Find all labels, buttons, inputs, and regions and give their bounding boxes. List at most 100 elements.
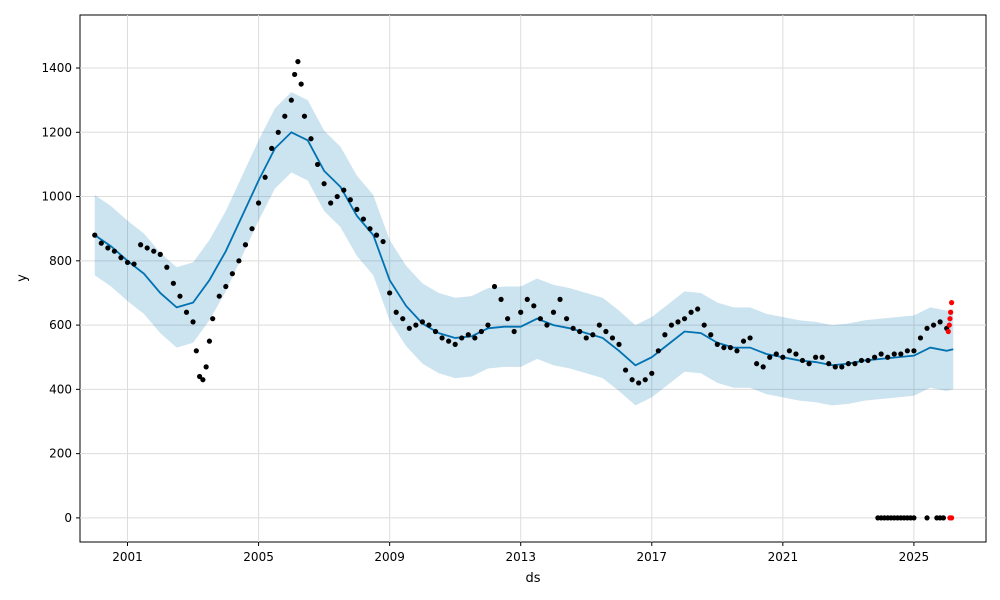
observed-point bbox=[360, 216, 367, 222]
observed-point bbox=[570, 325, 576, 331]
observed-points bbox=[92, 58, 950, 521]
observed-point bbox=[295, 58, 301, 65]
observed-point bbox=[432, 328, 439, 335]
anomaly-point bbox=[947, 316, 953, 322]
observed-point bbox=[577, 328, 583, 335]
observed-point bbox=[151, 248, 157, 254]
y-tick-label: 0 bbox=[64, 511, 72, 525]
observed-point bbox=[858, 357, 865, 364]
observed-point bbox=[419, 319, 426, 325]
observed-point bbox=[708, 332, 714, 338]
uncertainty-band bbox=[94, 92, 954, 406]
observed-point bbox=[609, 335, 616, 341]
x-tick-label: 2009 bbox=[374, 550, 405, 564]
observed-point bbox=[138, 242, 144, 248]
observed-point bbox=[616, 341, 622, 347]
observed-point bbox=[681, 316, 688, 322]
observed-point bbox=[193, 348, 199, 354]
observed-point bbox=[649, 370, 655, 376]
y-tick-label: 400 bbox=[49, 382, 72, 396]
observed-point bbox=[940, 515, 947, 521]
y-tick-label: 800 bbox=[49, 254, 72, 268]
observed-point bbox=[387, 290, 393, 296]
y-axis-label: y bbox=[15, 274, 30, 282]
observed-point bbox=[799, 357, 806, 364]
anomaly-point bbox=[946, 322, 952, 328]
observed-point bbox=[668, 322, 675, 328]
observed-point bbox=[321, 181, 327, 187]
observed-point bbox=[452, 341, 458, 347]
y-tick-label: 600 bbox=[49, 318, 72, 332]
plot-area bbox=[79, 14, 987, 543]
forecast-line bbox=[94, 131, 954, 367]
grid-lines bbox=[80, 15, 986, 542]
observed-point bbox=[288, 97, 294, 103]
observed-point bbox=[196, 373, 203, 380]
observed-point bbox=[269, 145, 275, 151]
observed-point bbox=[144, 245, 150, 251]
y-tick-label: 1000 bbox=[41, 190, 72, 204]
observed-point bbox=[911, 515, 917, 521]
observed-point bbox=[924, 325, 930, 331]
observed-point bbox=[124, 259, 131, 266]
observed-point bbox=[177, 293, 183, 299]
observed-point bbox=[590, 332, 596, 338]
y-tick-label: 1400 bbox=[41, 61, 72, 75]
observed-point bbox=[642, 377, 648, 383]
observed-point bbox=[550, 309, 557, 315]
observed-point bbox=[223, 283, 229, 290]
observed-point bbox=[675, 319, 681, 325]
observed-point bbox=[688, 309, 694, 315]
anomaly-point bbox=[948, 309, 954, 315]
x-axis-label: ds bbox=[525, 571, 540, 586]
observed-point bbox=[930, 322, 937, 328]
observed-point bbox=[491, 283, 498, 290]
observed-point bbox=[760, 364, 766, 370]
observed-point bbox=[380, 238, 386, 245]
observed-point bbox=[92, 232, 98, 238]
uncertainty-band-area bbox=[94, 92, 954, 406]
observed-point bbox=[118, 255, 124, 261]
observed-point bbox=[780, 354, 786, 360]
anomaly-point bbox=[945, 328, 951, 335]
observed-point bbox=[826, 361, 832, 367]
observed-point bbox=[937, 319, 943, 325]
observed-point bbox=[839, 364, 845, 370]
observed-point bbox=[131, 261, 137, 267]
observed-point bbox=[727, 344, 734, 351]
observed-point bbox=[157, 251, 163, 257]
observed-point bbox=[911, 348, 917, 354]
observed-point bbox=[341, 187, 347, 193]
observed-point bbox=[596, 322, 602, 328]
anomaly-points bbox=[945, 300, 955, 521]
observed-point bbox=[275, 129, 281, 135]
observed-point bbox=[557, 296, 563, 302]
observed-point bbox=[505, 316, 511, 322]
observed-point bbox=[242, 242, 249, 248]
observed-point bbox=[203, 364, 209, 370]
observed-point bbox=[701, 322, 707, 328]
x-tick-label: 2025 bbox=[899, 550, 930, 564]
observed-point bbox=[200, 377, 206, 383]
observed-point bbox=[439, 335, 445, 341]
observed-point bbox=[813, 354, 819, 360]
observed-point bbox=[206, 338, 213, 344]
observed-point bbox=[603, 328, 609, 335]
observed-point bbox=[262, 174, 268, 180]
observed-point bbox=[898, 351, 904, 357]
observed-point bbox=[636, 380, 642, 386]
observed-point bbox=[518, 309, 524, 315]
observed-point bbox=[347, 197, 353, 203]
observed-point bbox=[885, 354, 891, 360]
observed-point bbox=[328, 200, 334, 206]
y-tick-label: 1200 bbox=[41, 125, 72, 139]
x-tick-label: 2013 bbox=[505, 550, 536, 564]
observed-point bbox=[852, 361, 858, 367]
observed-point bbox=[249, 226, 255, 232]
observed-point bbox=[767, 354, 773, 360]
observed-point bbox=[446, 338, 452, 344]
observed-point bbox=[426, 322, 432, 328]
observed-point bbox=[721, 344, 727, 351]
observed-point bbox=[98, 240, 104, 246]
observed-point bbox=[622, 367, 629, 373]
